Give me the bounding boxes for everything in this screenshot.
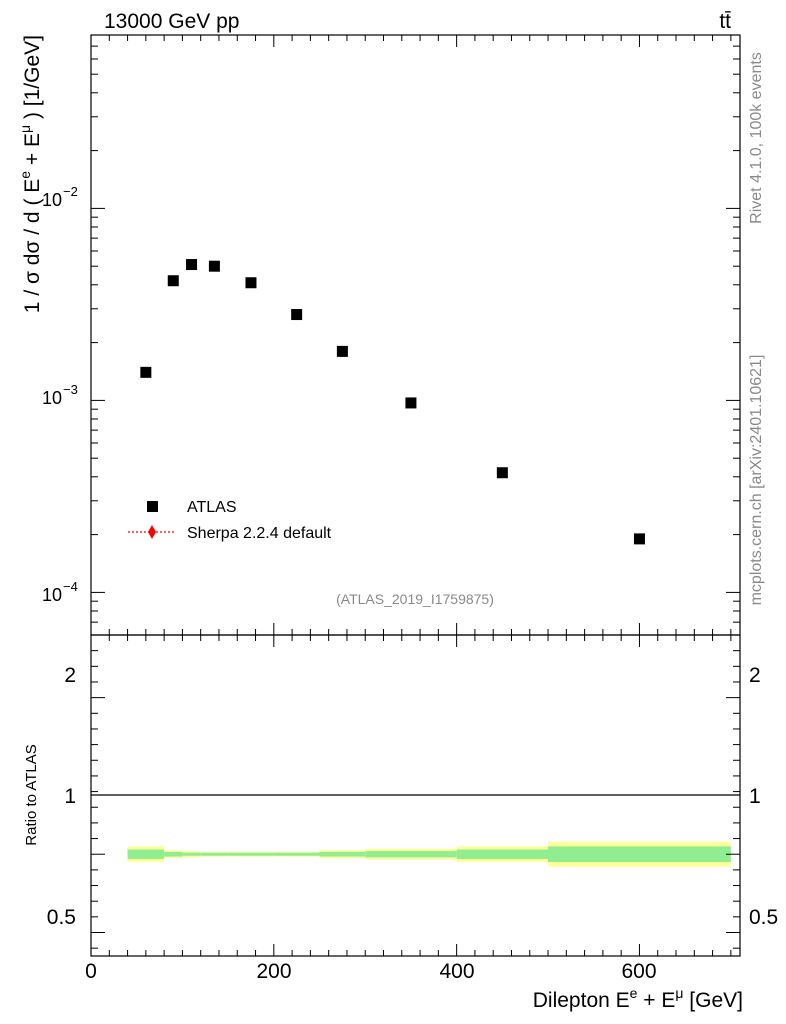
data-point [336,345,348,357]
data-point [140,366,152,378]
ratio-band-inner [127,849,165,859]
ratio-band-inner [273,852,320,856]
ytick-label-1e-2: 10 −2 [42,184,78,210]
svg-text:10: 10 [42,585,62,605]
xtick-label-400: 400 [439,960,474,983]
svg-text:10: 10 [42,190,62,210]
xtick-label-600: 600 [621,960,656,983]
analysis-id: (ATLAS_2019_I1759875) [336,591,494,607]
ratio-y-ticks [91,634,740,949]
legend-data-label: ATLAS [187,499,237,516]
source-label: mcplots.cern.ch [arXiv:2401.10621] [748,355,765,606]
svg-text:−2: −2 [63,184,78,199]
data-point [186,259,198,271]
ratio-ytick-left-0.5: 0.5 [47,906,76,929]
ratio-x-ticks [90,635,732,956]
upper-plot-frame [90,34,741,636]
ytick-label-1e-3: 10 −3 [42,382,78,408]
svg-text:10: 10 [42,388,62,408]
ratio-ytick-right-0.5: 0.5 [749,906,778,929]
legend-mc-label: Sherpa 2.2.4 default [187,525,332,542]
legend-mc-marker [148,525,156,539]
data-point [167,275,179,287]
data-points [140,259,645,545]
upper-y-axis-label: 1 / σ dσ / d ( Ee + Eμ ) [1/GeV] [17,35,44,313]
legend: ATLAS Sherpa 2.2.4 default [128,499,332,542]
upper-y-ticks [91,34,740,636]
xtick-label-200: 200 [256,960,291,983]
process-label: tt̄ [719,10,731,33]
xtick-label-0: 0 [85,960,97,983]
ratio-band-inner [164,851,183,857]
upper-x-ticks [90,35,732,635]
data-point [208,260,220,272]
svg-text:−3: −3 [63,382,78,397]
svg-text:−4: −4 [63,579,78,594]
ytick-label-1e-4: 10 −4 [42,579,78,605]
ratio-band-inner [200,852,229,856]
ratio-band-inner [182,852,201,856]
ratio-y-axis-label: Ratio to ATLAS [23,744,40,845]
ratio-ytick-right-1: 1 [749,785,761,808]
legend-data-marker [147,501,158,512]
ratio-band-inner [365,851,457,858]
ratio-band [127,841,731,867]
ratio-band-inner [319,851,366,857]
data-point [633,533,645,545]
ratio-ytick-left-1: 1 [64,785,76,808]
data-point [405,397,417,409]
ratio-band-inner [456,849,549,859]
data-point [291,309,303,321]
data-point [496,467,508,479]
ratio-band-inner [228,852,274,856]
data-point [245,277,257,289]
ratio-ytick-left-2: 2 [64,664,76,687]
energy-label: 13000 GeV pp [104,10,239,33]
ratio-band-inner [548,846,731,863]
rivet-label: Rivet 4.1.0, 100k events [748,52,765,224]
ratio-ytick-right-2: 2 [749,664,761,687]
x-axis-label: Dilepton Ee + Eμ [GeV] [533,985,743,1012]
